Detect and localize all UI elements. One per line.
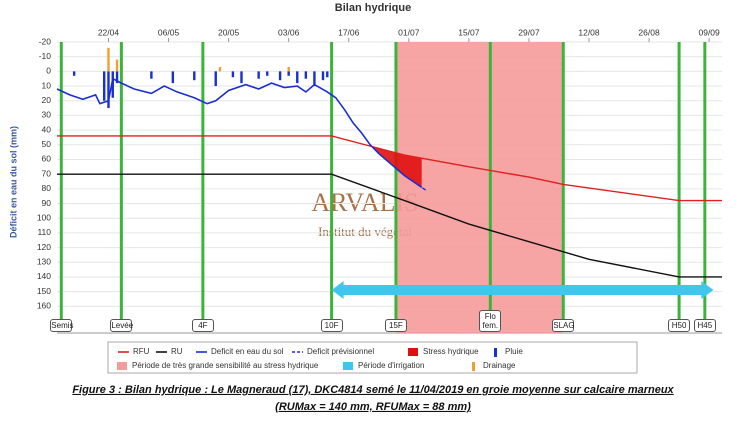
legend-symbol [117,362,127,370]
y-axis-label: Déficit en eau du sol (mm) [8,126,18,238]
legend-label: Deficit en eau du sol [211,347,284,356]
stage-label: Levée [110,319,134,332]
legend-symbol [494,348,497,357]
chart-title: Bilan hydrique [335,2,411,14]
stage-label: 15F [384,319,407,332]
watermark-tagline: Institut du végétal [318,224,412,239]
y-tick-label: 40 [42,124,52,134]
stage-label: Semis [50,319,74,332]
series-bar [326,71,329,78]
x-tick-label: 12/08 [578,27,600,37]
series-bar [150,71,153,79]
caption-line: Figure 3 : Bilan hydrique : Le Magneraud… [72,384,674,396]
sensitivity-period [395,42,564,333]
y-tick-label: -20 [39,36,52,46]
series-bar [266,71,269,76]
y-tick-label: 70 [42,168,52,178]
front-layer: RFU RU Deficit en eau du sol Deficit prévis… [117,281,714,371]
y-tick-label: 110 [37,227,51,237]
series-bar [171,71,175,84]
series-bar [72,71,76,76]
legend-label: Stress hydrique [423,347,479,356]
irrigation-period [331,281,714,299]
series-bar [257,71,260,79]
legend-label: RFU [133,347,150,356]
stage-label: 4F [191,319,214,332]
y-tick-label: 150 [37,286,51,296]
y-tick-label: -10 [39,51,52,61]
series-bar [321,71,325,81]
back-layer: -20 -10 0 10 20 30 40 50 60 70 80 90 100 110 120 130 140… [37,27,722,334]
series-bar [240,71,243,84]
legend-label: RU [171,347,183,356]
legend-symbol [472,362,475,371]
y-tick-label: 60 [42,154,52,164]
legend-label: Drainage [483,361,516,370]
series-bar [287,66,290,72]
legend-label: Deficit prévisionnel [307,347,374,356]
y-tick-label: 100 [37,212,51,222]
x-tick-label: 15/07 [458,27,480,37]
stress-area [371,146,422,188]
series-bar [278,71,282,81]
x-tick-label: 29/07 [518,27,540,37]
series-bar [115,71,119,84]
series-bar [107,71,110,109]
x-tick-label: 03/06 [278,27,300,37]
series-bar [107,47,110,72]
x-tick-label: 01/07 [398,27,420,37]
stage-label: H45 [693,319,716,332]
stage-label: H50 [668,319,691,332]
series-bar [231,71,235,78]
x-tick-label: 26/08 [638,27,660,37]
x-tick-label: 17/06 [338,27,360,37]
series-bar [287,71,290,76]
stage-label: Flo fem. [479,310,502,332]
x-tick-label: 09/09 [698,27,720,37]
series-bar [296,71,299,84]
y-tick-label: 50 [42,139,52,149]
stage-label: 10F [320,319,343,332]
legend-label: Pluie [505,347,523,356]
series-bar [111,71,114,98]
y-tick-label: 80 [42,183,52,193]
legend-symbol [408,348,418,356]
x-tick-label: 22/04 [98,27,120,37]
x-tick-label: 20/05 [218,27,240,37]
legend-label: Période d'irrigation [358,361,424,370]
marks-layer [56,47,722,278]
legend-box [107,341,638,374]
legend-symbol [343,362,353,370]
x-tick-label: 06/05 [158,27,180,37]
series-line [57,135,722,202]
y-tick-label: 20 [42,95,52,105]
series-line [57,173,722,278]
y-tick-label: 160 [37,301,51,311]
stage-label: SLAG [552,319,575,332]
series-line [56,77,423,189]
y-tick-label: 140 [37,271,51,281]
y-tick-label: 10 [42,80,52,90]
series-bar [304,71,308,79]
legend-label: Période de très grande sensibilité au st… [132,361,319,370]
series-line [416,183,427,191]
series-bar [102,71,106,101]
series-bar [218,66,222,72]
series-bar [214,71,217,87]
caption-line: (RUMax = 140 mm, RFUMax = 88 mm) [275,401,471,413]
y-tick-label: 120 [37,242,51,252]
y-tick-label: 90 [42,198,52,208]
series-bar [313,71,316,87]
series-bar [193,71,196,81]
y-tick-label: 130 [37,257,51,267]
y-tick-label: 30 [42,110,52,120]
y-tick-label: 0 [46,66,51,76]
series-bar [115,59,119,72]
